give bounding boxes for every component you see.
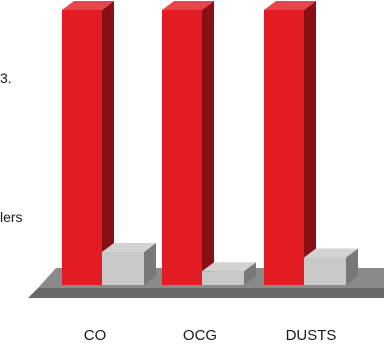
bar-front (62, 10, 102, 285)
cropped-text-fragment-1: 3. (0, 70, 12, 86)
bar-top (264, 1, 316, 10)
bar-side (304, 1, 316, 285)
chart-bars (62, 1, 358, 285)
bar-gray-co (102, 243, 156, 285)
tick-label-co: CO (84, 327, 107, 344)
floor-front (28, 288, 384, 298)
bar-top (102, 243, 156, 252)
bar-top (202, 262, 256, 272)
bar-side (202, 1, 214, 285)
bar-red-co (62, 1, 114, 285)
cropped-text-fragment-2: lers (0, 209, 23, 225)
bar-front (202, 271, 244, 285)
bar-front (102, 252, 144, 285)
bar-front (304, 257, 346, 285)
bar-top (304, 248, 358, 258)
bar-top (62, 1, 114, 10)
bar-side (346, 248, 358, 285)
bar-side (244, 262, 256, 285)
bar-front (264, 10, 304, 285)
bar-red-ocg (162, 1, 214, 285)
bar-side (144, 243, 156, 285)
tick-label-ocg: OCG (183, 327, 217, 344)
tick-label-dusts: DUSTS (286, 327, 337, 344)
chart-labels: CO OCG DUSTS 3. lers (0, 70, 336, 344)
bar-side (102, 1, 114, 285)
bar-top (162, 1, 214, 10)
bar-red-dusts (264, 1, 316, 285)
bar-front (162, 10, 202, 285)
bar-gray-dusts (304, 248, 358, 285)
bar-gray-ocg (202, 262, 256, 285)
